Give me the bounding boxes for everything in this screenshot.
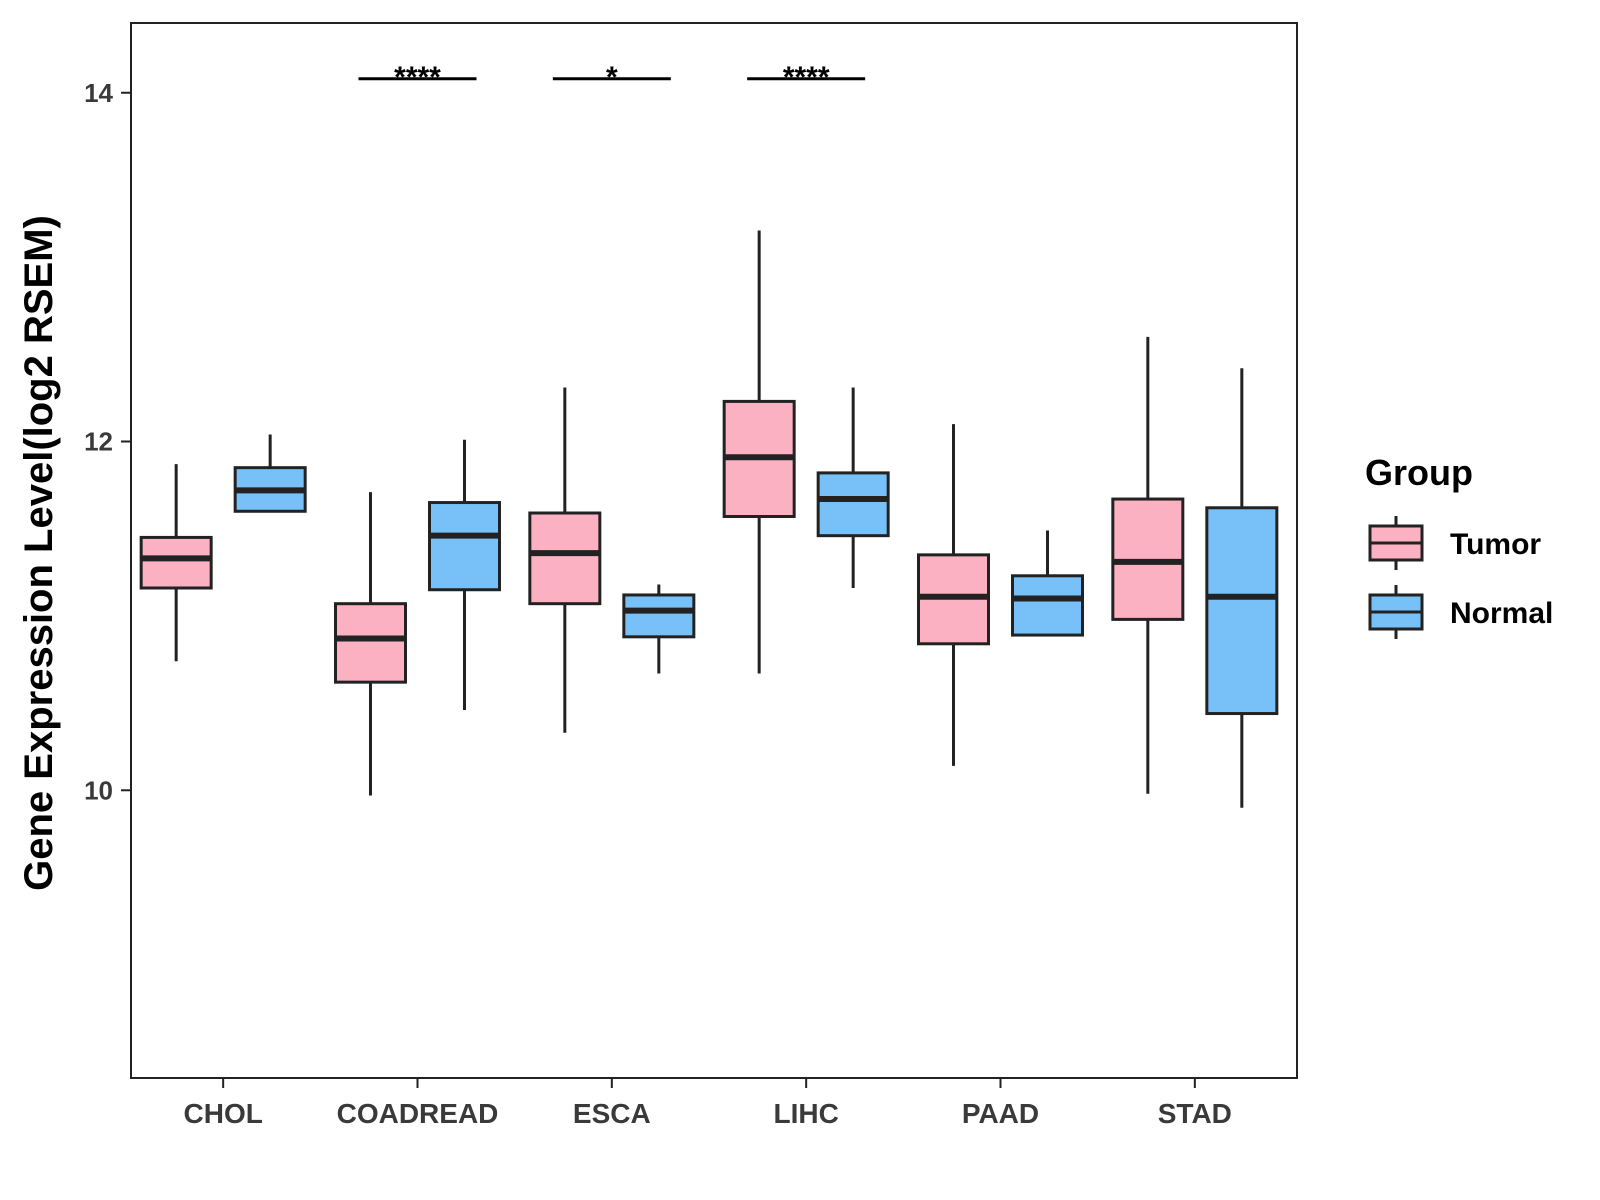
significance-label: **** [394, 61, 441, 94]
x-tick-label: CHOL [184, 1098, 263, 1129]
box-normal-chol [233, 434, 307, 513]
x-tick-label: COADREAD [337, 1098, 499, 1129]
box-layer [139, 230, 1279, 808]
box-normal-stad [1205, 368, 1279, 808]
significance-layer: **** * **** [358, 61, 866, 94]
legend-label: Tumor [1450, 528, 1541, 561]
legend: Group Tumor Normal [1365, 452, 1553, 639]
legend-title: Group [1365, 452, 1473, 493]
legend-item-tumor: Tumor [1368, 516, 1541, 570]
box-tumor-lihc [722, 230, 796, 674]
x-tick-label: ESCA [573, 1098, 651, 1129]
significance-label: **** [783, 61, 830, 94]
box-iqr [139, 535, 213, 590]
y-tick-label: 14 [84, 78, 113, 108]
box-iqr [1011, 574, 1084, 637]
box-normal-coadread [428, 439, 501, 711]
box-tumor-chol [139, 464, 213, 662]
box-tumor-stad [1111, 336, 1185, 794]
plot-panel [130, 22, 1298, 1079]
x-tick-label: LIHC [774, 1098, 839, 1129]
box-normal-esca [622, 584, 696, 674]
legend-item-normal: Normal [1368, 585, 1553, 639]
box-tumor-paad [917, 424, 990, 766]
box-iqr [528, 511, 602, 606]
x-tick-label: PAAD [962, 1098, 1039, 1129]
y-tick-label: 10 [84, 775, 113, 805]
box-tumor-coadread [334, 492, 407, 796]
box-iqr [622, 593, 696, 639]
box-iqr [428, 501, 501, 592]
legend-label: Normal [1450, 597, 1553, 630]
box-iqr [1205, 506, 1279, 716]
y-axis-title: Gene Expression Level(log2 RSEM) [17, 215, 61, 891]
plot-background [130, 22, 1298, 1079]
box-tumor-esca [528, 387, 602, 733]
y-tick-label: 12 [84, 427, 113, 457]
significance-label: * [606, 61, 618, 94]
y-axis: 10 12 14 [84, 78, 131, 805]
x-tick-label: STAD [1158, 1098, 1232, 1129]
box-normal-lihc [816, 387, 890, 588]
box-normal-paad [1011, 530, 1084, 637]
box-iqr [816, 471, 890, 538]
x-axis: CHOL COADREAD ESCA LIHC PAAD STAD [184, 1078, 1232, 1129]
box-iqr [334, 602, 407, 684]
